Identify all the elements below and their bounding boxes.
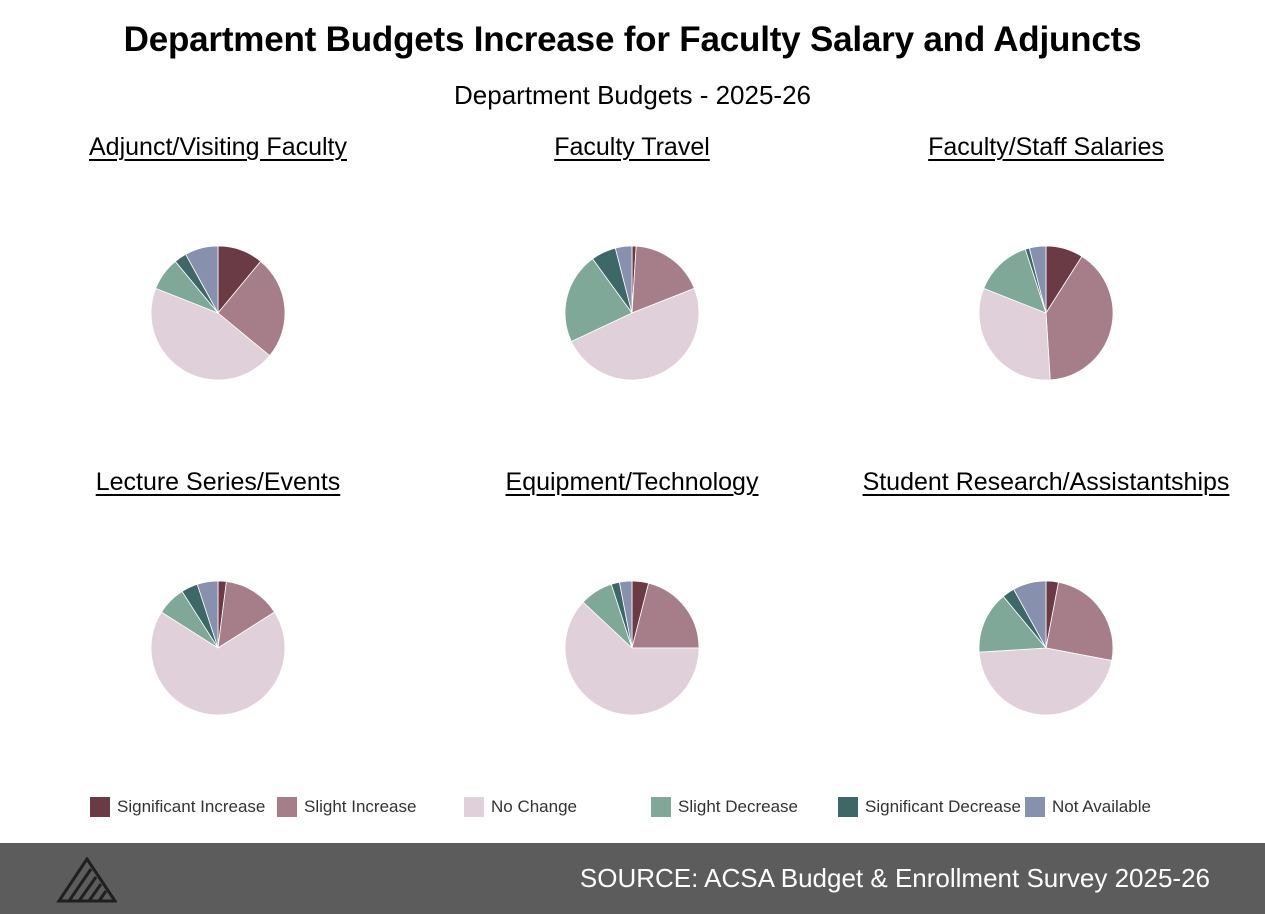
pie-chart-student-research-assistantships: Student Research/Assistantships (836, 468, 1256, 798)
pie-slice-slight-increase (1045, 255, 1114, 381)
pie-chart-faculty-travel: Faculty Travel (422, 133, 842, 463)
page-subtitle: Department Budgets - 2025-26 (454, 80, 811, 110)
legend-label: Slight Decrease (678, 797, 799, 816)
chart-title: Faculty Travel (554, 133, 710, 161)
legend-label: No Change (491, 797, 578, 816)
pie-slice-no-change (570, 287, 700, 381)
pie-slice-slight-increase (1045, 581, 1114, 662)
page-title: Department Budgets Increase for Faculty … (123, 20, 1142, 59)
legend-label: Not Available (1052, 797, 1151, 816)
pie-slice-not-available (618, 580, 633, 649)
pie-chart-faculty-staff-salaries: Faculty/Staff Salaries (836, 133, 1256, 463)
pie-slice-not-available (196, 580, 219, 649)
legend-item-not-available: Not Available (1025, 795, 1151, 819)
pie-slice-no-change (150, 287, 271, 381)
legend-swatch (90, 797, 110, 817)
pie-slice-not-available (1028, 245, 1047, 314)
pie-chart-adjunct-visiting-faculty: Adjunct/Visiting Faculty (8, 133, 428, 463)
legend-label: Slight Increase (304, 797, 417, 816)
chart-title: Lecture Series/Events (95, 468, 341, 496)
pie-chart-lecture-series-events: Lecture Series/Events (8, 468, 428, 798)
legend-swatch (464, 797, 484, 817)
pie-slice-no-change (978, 287, 1051, 381)
chart-legend: Significant Increase Slight Increase No … (0, 795, 1265, 821)
pie-slice-slight-decrease (564, 258, 633, 343)
pie-slice-not-available (185, 245, 219, 314)
acsa-logo-icon (56, 857, 117, 903)
pie-svg (150, 580, 286, 716)
source-text: SOURCE: ACSA Budget & Enrollment Survey … (579, 863, 1210, 893)
pie-slice-no-change (978, 647, 1113, 716)
legend-item-significant-increase: Significant Increase (90, 795, 265, 819)
pie-svg (564, 245, 700, 381)
pie-slice-slight-increase (217, 260, 286, 357)
pie-slice-not-available (614, 245, 633, 314)
pie-chart-equipment-technology: Equipment/Technology (422, 468, 842, 798)
pie-svg (978, 580, 1114, 716)
legend-item-slight-decrease: Slight Decrease (651, 795, 798, 819)
legend-swatch (277, 797, 297, 817)
legend-item-no-change: No Change (464, 795, 577, 819)
pie-slice-no-change (150, 611, 286, 716)
pie-slice-slight-increase (631, 582, 700, 649)
footer-bar: SOURCE: ACSA Budget & Enrollment Survey … (0, 843, 1265, 914)
chart-title: Equipment/Technology (505, 468, 759, 496)
pie-svg (564, 580, 700, 716)
legend-item-significant-decrease: Significant Decrease (838, 795, 1021, 819)
legend-label: Significant Increase (117, 797, 266, 816)
pie-svg (978, 245, 1114, 381)
pie-svg (150, 245, 286, 381)
pie-slice-not-available (1013, 580, 1047, 649)
legend-label: Significant Decrease (865, 797, 1021, 816)
legend-swatch (651, 797, 671, 817)
legend-swatch (838, 797, 858, 817)
pie-slice-slight-increase (217, 581, 276, 649)
chart-title: Student Research/Assistantships (862, 468, 1230, 496)
pie-slice-slight-decrease (978, 595, 1047, 653)
legend-swatch (1025, 797, 1045, 817)
chart-title: Faculty/Staff Salaries (928, 133, 1164, 161)
pie-slice-no-change (564, 601, 700, 716)
legend-item-slight-increase: Slight Increase (277, 795, 416, 819)
chart-title: Adjunct/Visiting Faculty (89, 133, 347, 161)
pie-slice-slight-increase (631, 245, 695, 314)
